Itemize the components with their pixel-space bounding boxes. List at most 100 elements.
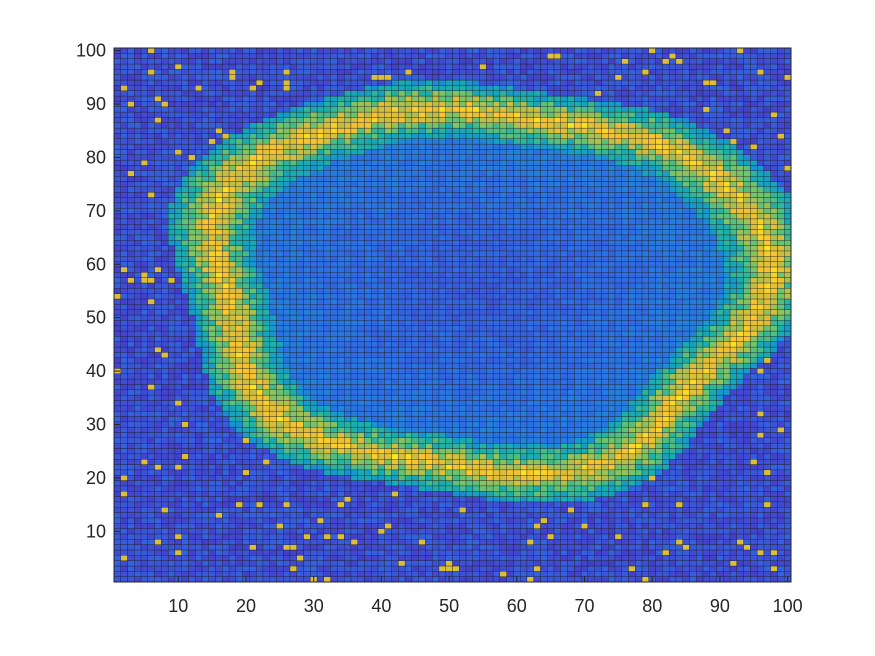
- heatmap-cell: [344, 512, 352, 519]
- heatmap-cell: [242, 368, 250, 374]
- heatmap-cell: [425, 469, 433, 476]
- heatmap-cell: [553, 437, 561, 444]
- heatmap-cell: [486, 485, 494, 492]
- heatmap-cell: [438, 368, 446, 374]
- heatmap-cell: [425, 464, 433, 471]
- heatmap-cell: [174, 496, 182, 503]
- heatmap-cell: [262, 501, 270, 508]
- heatmap-cell: [344, 501, 352, 508]
- heatmap-cell: [784, 496, 792, 503]
- heatmap-cell: [492, 549, 501, 556]
- heatmap-cell: [208, 539, 216, 545]
- heatmap-cell: [777, 400, 785, 406]
- heatmap-cell: [398, 528, 406, 535]
- heatmap-cell: [608, 400, 616, 406]
- heatmap-cell: [316, 352, 325, 358]
- heatmap-cell: [222, 475, 230, 481]
- heatmap-cell: [668, 533, 677, 540]
- heatmap-cell: [560, 571, 568, 577]
- heatmap-cell: [750, 459, 758, 465]
- heatmap-cell: [195, 560, 203, 567]
- heatmap-cell: [702, 475, 710, 481]
- heatmap-cell: [587, 352, 595, 358]
- heatmap-cell: [364, 517, 372, 524]
- heatmap-cell: [608, 491, 616, 497]
- heatmap-cell: [147, 384, 155, 390]
- heatmap-cell: [283, 533, 291, 540]
- heatmap-cell: [134, 555, 142, 561]
- heatmap-cell: [668, 485, 677, 492]
- heatmap-cell: [255, 341, 264, 348]
- heatmap-cell: [540, 555, 548, 561]
- heatmap-cell: [777, 421, 785, 428]
- heatmap-cell: [635, 475, 643, 481]
- heatmap-cell: [784, 517, 792, 524]
- heatmap-cell: [411, 442, 419, 449]
- heatmap-cell: [479, 330, 487, 337]
- heatmap-cell: [425, 325, 433, 332]
- heatmap-cell: [547, 469, 555, 476]
- heatmap-cell: [777, 523, 785, 529]
- heatmap-cell: [709, 459, 717, 465]
- heatmap-cell: [228, 330, 237, 337]
- heatmap-cell: [289, 453, 297, 460]
- heatmap-cell: [729, 378, 738, 385]
- heatmap-cell: [567, 459, 575, 465]
- heatmap-cell: [662, 576, 670, 583]
- heatmap-cell: [723, 336, 731, 342]
- heatmap-cell: [167, 485, 176, 492]
- heatmap-cell: [242, 571, 250, 577]
- heatmap-cell: [567, 544, 575, 551]
- heatmap-cell: [269, 469, 277, 476]
- heatmap-cell: [777, 501, 785, 508]
- heatmap-cell: [655, 485, 663, 492]
- heatmap-cell: [499, 459, 507, 465]
- heatmap-cell: [181, 320, 189, 326]
- heatmap-cell: [655, 320, 663, 326]
- heatmap-cell: [262, 523, 270, 529]
- heatmap-cell: [763, 501, 771, 508]
- heatmap-cell: [756, 400, 765, 406]
- heatmap-cell: [750, 352, 758, 358]
- heatmap-cell: [188, 469, 196, 476]
- heatmap-cell: [289, 459, 297, 465]
- heatmap-cell: [120, 373, 128, 380]
- heatmap-cell: [425, 475, 433, 481]
- heatmap-cell: [154, 523, 162, 529]
- heatmap-cell: [750, 571, 758, 577]
- heatmap-cell: [513, 426, 521, 433]
- heatmap-cell: [344, 314, 352, 321]
- heatmap-cell: [242, 384, 250, 390]
- heatmap-cell: [303, 320, 311, 326]
- heatmap-cell: [526, 576, 534, 583]
- heatmap-cell: [161, 469, 169, 476]
- heatmap-cell: [344, 571, 352, 577]
- heatmap-cell: [140, 507, 149, 513]
- heatmap-cell: [235, 384, 243, 390]
- heatmap-cell: [587, 496, 595, 503]
- heatmap-cell: [296, 400, 304, 406]
- heatmap-cell: [188, 378, 196, 385]
- heatmap-cell: [580, 442, 589, 449]
- heatmap-cell: [154, 389, 162, 396]
- heatmap-cell: [120, 475, 128, 481]
- heatmap-cell: [675, 469, 683, 476]
- heatmap-cell: [662, 320, 670, 326]
- heatmap-cell: [188, 394, 196, 401]
- heatmap-cell: [432, 362, 440, 369]
- heatmap-cell: [770, 410, 778, 417]
- heatmap-cell: [425, 528, 433, 535]
- heatmap-cell: [228, 555, 237, 561]
- heatmap-cell: [310, 453, 318, 460]
- heatmap-cell: [276, 325, 284, 332]
- heatmap-cell: [465, 336, 473, 342]
- heatmap-cell: [269, 464, 277, 471]
- heatmap-cell: [411, 475, 419, 481]
- heatmap-cell: [161, 426, 169, 433]
- heatmap-cell: [533, 496, 541, 503]
- heatmap-cell: [567, 549, 575, 556]
- heatmap-cell: [432, 453, 440, 460]
- heatmap-cell: [249, 389, 257, 396]
- heatmap-cell: [723, 475, 731, 481]
- heatmap-cell: [492, 565, 501, 572]
